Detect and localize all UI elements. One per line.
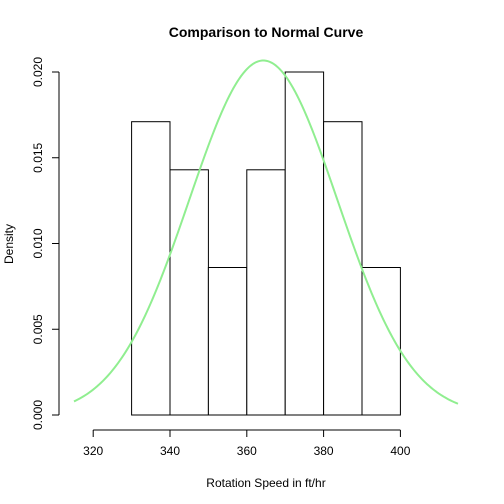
y-tick-label-4: 0.020 [31, 57, 45, 87]
x-tick-label-4: 400 [390, 444, 410, 458]
histogram-bar-5 [323, 121, 363, 416]
histogram-bar-0 [131, 121, 171, 416]
histogram-bar-2 [207, 267, 248, 416]
x-axis: 320 340 360 380 400 [83, 429, 411, 458]
y-tick-label-3: 0.015 [31, 142, 45, 172]
x-tick-label-1: 340 [160, 444, 180, 458]
x-tick-label-2: 360 [237, 444, 257, 458]
y-tick-label-0: 0.000 [31, 400, 45, 430]
y-axis: 0.000 0.005 0.010 0.015 0.020 [31, 57, 60, 430]
x-tick-label-0: 320 [83, 444, 103, 458]
y-tick-label-1: 0.005 [31, 314, 45, 344]
y-axis-label: Density [2, 224, 16, 264]
y-tick-label-2: 0.010 [31, 228, 45, 258]
x-tick-label-3: 380 [314, 444, 334, 458]
chart-title: Comparison to Normal Curve [169, 24, 364, 40]
normal-curve [73, 59, 459, 405]
histogram-bar-4 [284, 71, 325, 416]
histogram-bar-1 [169, 169, 209, 416]
x-axis-label: Rotation Speed in ft/hr [206, 476, 325, 490]
histogram-bar-3 [246, 169, 286, 416]
histogram-bars [131, 71, 401, 416]
